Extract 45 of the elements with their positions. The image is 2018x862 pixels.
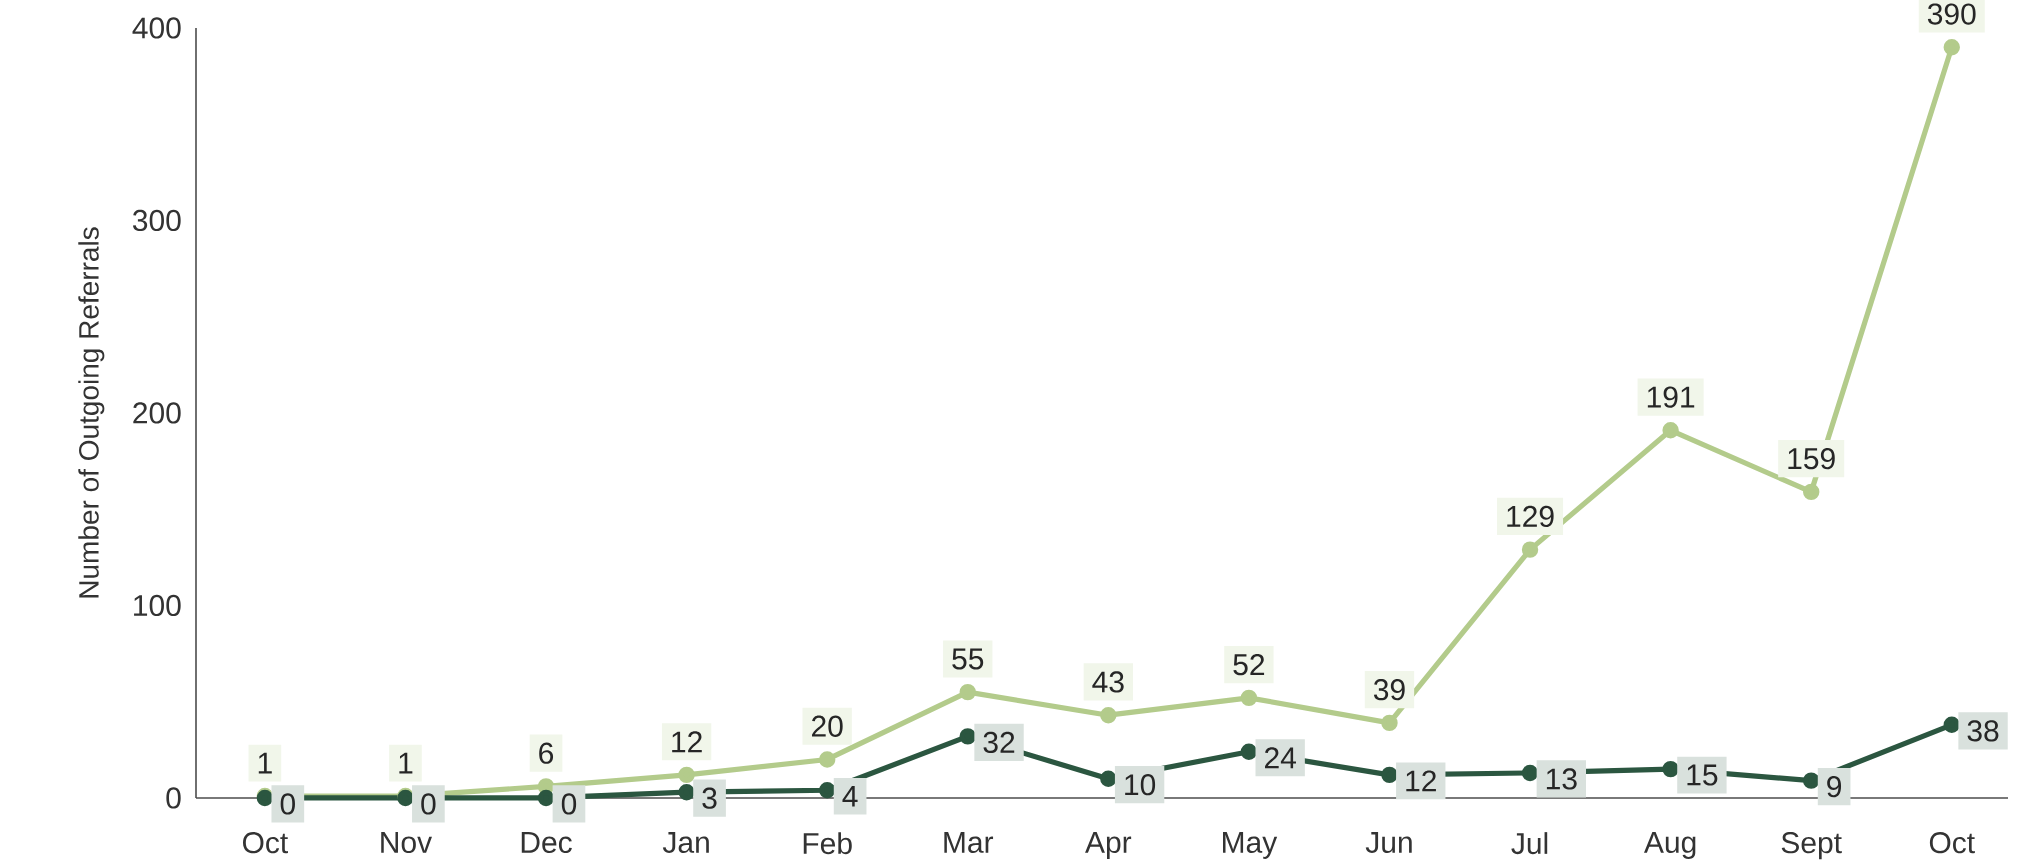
data-label: 129	[1507, 505, 1554, 528]
x-tick-label: Jan	[662, 832, 709, 854]
data-label: 15	[1687, 764, 1718, 786]
data-label: 0	[421, 793, 436, 815]
data-label: 0	[561, 793, 577, 815]
x-tick-label: Feb	[803, 832, 852, 855]
x-tick-label: Jul	[1511, 832, 1548, 855]
x-tick-label: Mar	[944, 832, 994, 854]
data-label: 1	[399, 752, 413, 774]
x-tick-label: Apr	[1085, 832, 1132, 859]
y-tick-label: 400	[132, 17, 181, 39]
y-tick-label: 200	[133, 402, 181, 424]
y-tick-label: 0	[166, 787, 181, 809]
data-label: 390	[1927, 3, 1976, 25]
data-label: 20	[812, 715, 843, 737]
data-label: 24	[1265, 747, 1296, 769]
data-label: 43	[1092, 671, 1124, 693]
data-label: 38	[1967, 720, 1999, 742]
data-label: 13	[1546, 768, 1577, 790]
x-tick-label: Dec	[521, 832, 572, 854]
x-tick-label: Aug	[1643, 832, 1696, 859]
data-label: 12	[1406, 770, 1436, 792]
data-label: 3	[702, 787, 717, 809]
data-label: 159	[1788, 448, 1835, 470]
data-label: 191	[1647, 386, 1695, 408]
x-tick-label: Jun	[1365, 832, 1412, 854]
data-label: 12	[672, 731, 702, 753]
data-label: 1	[258, 752, 272, 774]
x-tick-label: May	[1223, 832, 1278, 859]
y-tick-label: 300	[132, 209, 181, 232]
data-label: 9	[1827, 776, 1842, 798]
data-label: 0	[280, 793, 295, 815]
data-label: 52	[1233, 654, 1265, 676]
y-axis-title: Number of Outgoing Referrals	[78, 227, 105, 598]
data-label: 39	[1373, 679, 1405, 701]
data-label: 4	[842, 785, 858, 807]
data-label: 55	[952, 648, 984, 670]
y-tick-label: 100	[134, 594, 181, 617]
x-tick-label: Oct	[1929, 832, 1975, 854]
data-label: 6	[539, 742, 554, 764]
x-tick-label: Nov	[381, 832, 432, 854]
x-tick-label: Oct	[242, 832, 288, 854]
data-label: 10	[1125, 774, 1156, 796]
x-tick-label: Sept	[1781, 832, 1842, 860]
data-label: 32	[983, 731, 1015, 754]
